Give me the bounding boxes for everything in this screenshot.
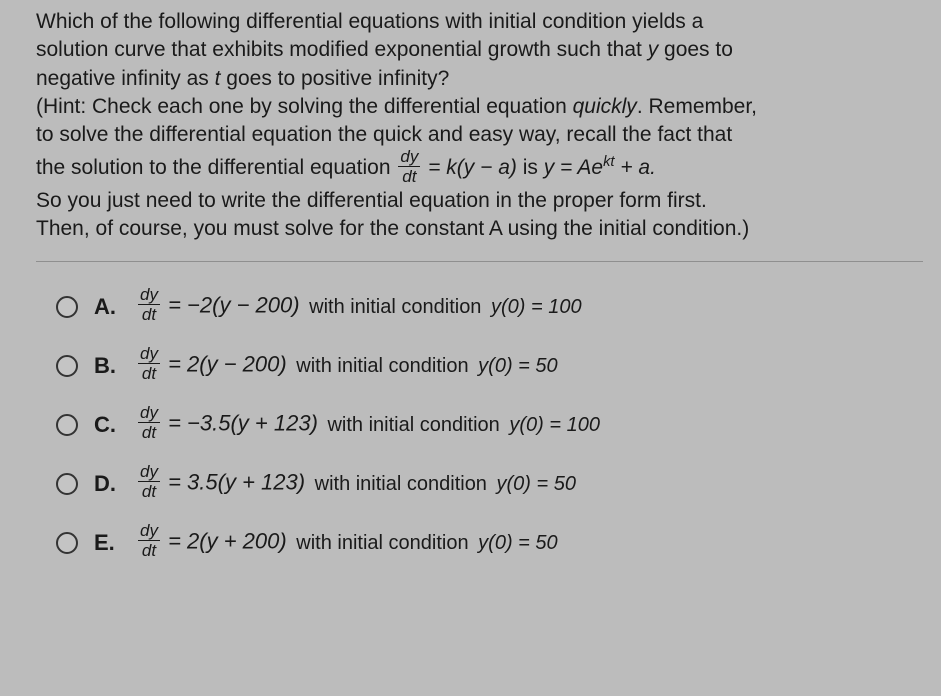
option-c[interactable]: C. dydt = −3.5(y + 123) with initial con… <box>56 406 923 443</box>
question-stem: Which of the following differential equa… <box>36 8 923 243</box>
fraction-dy-dt: dydt <box>398 148 420 185</box>
option-letter: B. <box>94 353 120 379</box>
stem-text: Which of the following differential equa… <box>36 10 703 33</box>
radio-e[interactable] <box>56 532 78 554</box>
stem-text: solution curve that exhibits modified ex… <box>36 38 648 61</box>
fraction-dy-dt: dydt <box>138 404 160 441</box>
option-equation: dydt = −3.5(y + 123) with initial condit… <box>136 406 600 443</box>
fraction-dy-dt: dydt <box>138 345 160 382</box>
stem-text: goes to <box>658 38 733 61</box>
stem-text: . Remember, <box>637 95 757 118</box>
option-d[interactable]: D. dydt = 3.5(y + 123) with initial cond… <box>56 465 923 502</box>
stem-eq: = k(y − a) <box>422 156 517 179</box>
option-a[interactable]: A. dydt = −2(y − 200) with initial condi… <box>56 288 923 325</box>
option-equation: dydt = −2(y − 200) with initial conditio… <box>136 288 582 325</box>
divider <box>36 261 923 262</box>
question-page: Which of the following differential equa… <box>0 0 941 696</box>
radio-d[interactable] <box>56 473 78 495</box>
stem-text: So you just need to write the differenti… <box>36 189 707 212</box>
radio-a[interactable] <box>56 296 78 318</box>
option-e[interactable]: E. dydt = 2(y + 200) with initial condit… <box>56 524 923 561</box>
options-list: A. dydt = −2(y − 200) with initial condi… <box>36 288 923 561</box>
option-equation: dydt = 2(y + 200) with initial condition… <box>136 524 558 561</box>
option-letter: A. <box>94 294 120 320</box>
stem-sup: kt <box>603 154 614 170</box>
option-equation: dydt = 3.5(y + 123) with initial conditi… <box>136 465 576 502</box>
radio-b[interactable] <box>56 355 78 377</box>
stem-text: (Hint: Check each one by solving the dif… <box>36 95 573 118</box>
stem-text: Then, of course, you must solve for the … <box>36 217 749 240</box>
stem-text: to solve the differential equation the q… <box>36 123 732 146</box>
stem-eq: + a. <box>615 156 656 179</box>
option-letter: D. <box>94 471 120 497</box>
fraction-num: dy <box>398 148 420 167</box>
stem-text: is <box>517 156 544 179</box>
stem-text: negative infinity as <box>36 67 215 90</box>
stem-var-y: y <box>648 38 659 61</box>
radio-c[interactable] <box>56 414 78 436</box>
option-letter: E. <box>94 530 120 556</box>
fraction-dy-dt: dydt <box>138 286 160 323</box>
option-equation: dydt = 2(y − 200) with initial condition… <box>136 347 558 384</box>
option-b[interactable]: B. dydt = 2(y − 200) with initial condit… <box>56 347 923 384</box>
stem-text: the solution to the differential equatio… <box>36 156 396 179</box>
fraction-dy-dt: dydt <box>138 463 160 500</box>
stem-quickly: quickly <box>573 95 637 118</box>
option-letter: C. <box>94 412 120 438</box>
fraction-dy-dt: dydt <box>138 522 160 559</box>
stem-eq: y = Ae <box>544 156 603 179</box>
fraction-den: dt <box>398 167 420 185</box>
stem-text: goes to positive infinity? <box>220 67 449 90</box>
